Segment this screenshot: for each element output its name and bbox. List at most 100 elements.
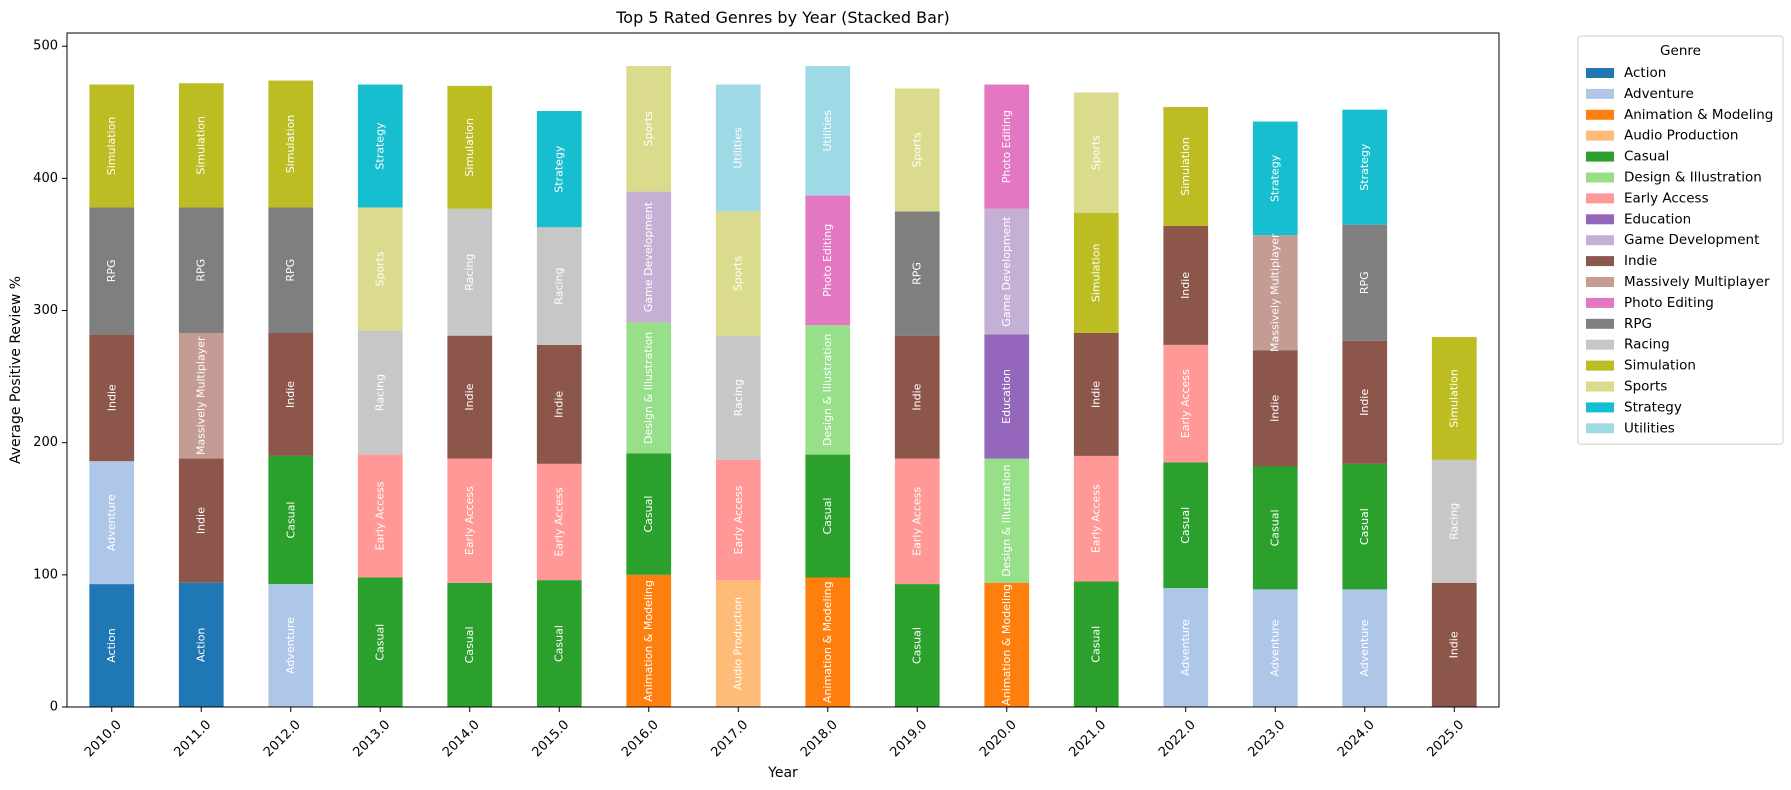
bar-segment-2023-massively-multiplayer [1252,235,1298,351]
bar-segment-2019-indie [894,335,940,459]
segment-label: Sports [911,132,924,168]
segment-label: Design & Illustration [1000,465,1013,577]
legend-swatch-animation-and-modeling [1586,109,1614,120]
bar-segment-2013-racing [357,330,403,455]
legend-swatch-education [1586,214,1614,225]
bar-segment-2021-sports [1073,92,1119,213]
segment-label: Massively Multiplayer [195,336,208,455]
segment-label: Photo Editing [1000,110,1013,183]
bar-segment-2010-simulation [89,84,135,208]
segment-label: Casual [1358,508,1371,545]
legend-label: Photo Editing [1624,295,1714,311]
legend-swatch-utilities [1586,423,1614,434]
legend-swatch-audio-production [1586,130,1614,141]
legend-swatch-game-development [1586,235,1614,246]
bars-layer [89,66,1477,707]
segment-label: Early Access [1090,484,1103,553]
segment-label: Casual [642,496,655,533]
bar-segment-2018-photo-editing [805,195,851,326]
legend-swatch-early-access [1586,193,1614,204]
legend-swatch-casual [1586,151,1614,162]
bar-segment-2011-simulation [178,83,224,208]
bar-segment-2022-indie [1163,225,1209,345]
y-tick-label: 400 [33,171,58,186]
segment-label: Indie [195,507,208,534]
legend: Genre Action Adventure Animation & Modelin… [1577,35,1784,445]
legend-items: Action Adventure Animation & Modeling Audio… [1586,65,1773,436]
bar-segment-2023-indie [1252,350,1298,467]
bar-segment-2018-casual [805,454,851,578]
bar-segment-2014-casual [447,582,493,707]
bar-segment-2015-casual [536,580,582,707]
y-tick-label: 0 [50,700,58,715]
bar-segment-2014-simulation [447,85,493,209]
chart-title: Top 5 Rated Genres by Year (Stacked Bar) [615,8,949,27]
x-tick-label: 2022.0 [1156,717,1199,760]
segment-label: Early Access [911,487,924,556]
bar-segment-2017-racing [715,335,761,460]
bar-segment-2016-sports [626,66,672,192]
bar-segment-2020-design-and-illustration [984,458,1030,583]
segment-label: RPG [1358,271,1371,294]
x-tick-label: 2014.0 [440,717,483,760]
segment-label: Racing [1448,503,1461,540]
segment-label: Simulation [105,117,118,176]
x-tick-label: 2011.0 [172,717,215,760]
bar-segment-2013-casual [357,577,403,707]
segment-label: Casual [374,624,387,661]
legend-swatch-photo-editing [1586,297,1614,308]
segment-label: RPG [911,262,924,285]
segment-label: Racing [732,379,745,416]
segment-label: Casual [911,627,924,664]
x-tick-label: 2025.0 [1425,717,1468,760]
segment-label: Indie [1179,272,1192,299]
bar-segment-2010-action [89,584,135,707]
segment-label: Strategy [553,145,566,193]
bar-segment-2024-adventure [1342,589,1388,707]
segment-label: Racing [553,267,566,304]
bar-segment-2013-strategy [357,84,403,208]
segment-label: Indie [105,384,118,411]
bar-segment-2011-massively-multiplayer [178,333,224,459]
segment-label: Animation & Modeling [821,581,834,703]
legend-swatch-massively-multiplayer [1586,277,1614,287]
bar-segment-2013-early-access [357,454,403,578]
segment-label: Simulation [463,118,476,177]
segment-label: Animation & Modeling [642,580,655,702]
bar-segment-2019-casual [894,584,940,707]
legend-label: Utilities [1624,420,1675,436]
segment-label: Casual [821,498,834,535]
bar-segment-2016-design-and-illustration [626,322,672,454]
segment-label: Design & Illustration [821,334,834,446]
segment-label: Casual [463,626,476,663]
segment-label: Simulation [1448,369,1461,428]
bar-segment-2023-casual [1252,466,1298,590]
bar-segment-2025-indie [1431,582,1477,707]
segment-label: Simulation [284,115,297,174]
x-tick-label: 2018.0 [798,717,841,760]
bar-segment-2018-design-and-illustration [805,325,851,455]
segment-label: RPG [195,259,208,282]
legend-swatch-design-and-illustration [1586,172,1614,183]
segment-label: Early Access [732,485,745,554]
segment-label: RPG [284,259,297,282]
segment-label: Animation & Modeling [1000,584,1013,706]
segment-label: Action [195,628,208,662]
bar-segment-2012-simulation [268,80,314,208]
bar-segment-2023-adventure [1252,589,1298,707]
legend-swatch-strategy [1586,402,1614,413]
segment-label: Indie [1090,381,1103,408]
bar-segment-2020-animation-and-modeling [984,582,1030,707]
bar-segment-2015-strategy [536,110,582,228]
x-tick-label: 2021.0 [1067,717,1110,760]
segment-label: Audio Production [732,597,745,690]
segment-label: Sports [732,256,745,292]
legend-swatch-indie [1586,256,1614,267]
x-tick-label: 2017.0 [709,717,752,760]
legend-label: Sports [1624,379,1667,395]
segment-label: Casual [1179,507,1192,544]
segment-label: Casual [1269,509,1282,546]
segment-label: Casual [284,502,297,539]
bar-segment-2012-adventure [268,584,314,707]
